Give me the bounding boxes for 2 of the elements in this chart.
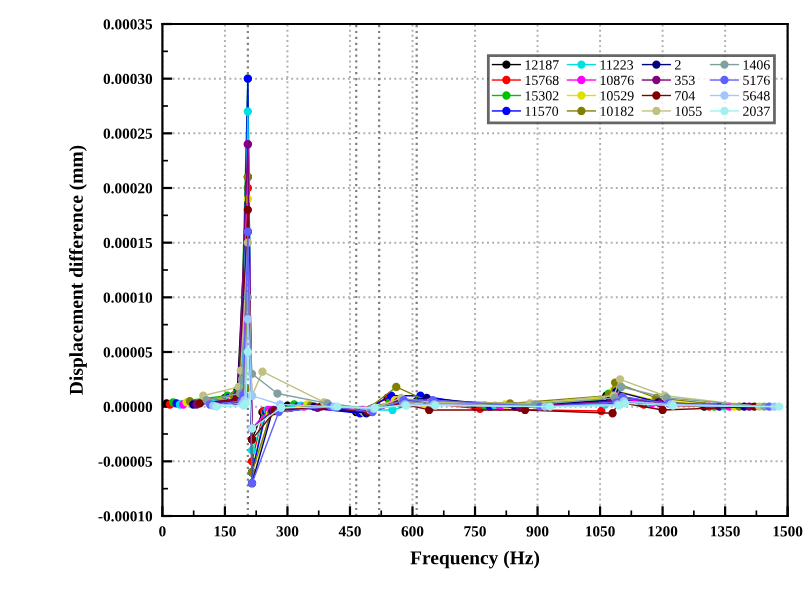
x-axis-title: Frequency (Hz) [410, 550, 540, 569]
y-axis-title: Displacement difference (mm) [69, 145, 87, 395]
